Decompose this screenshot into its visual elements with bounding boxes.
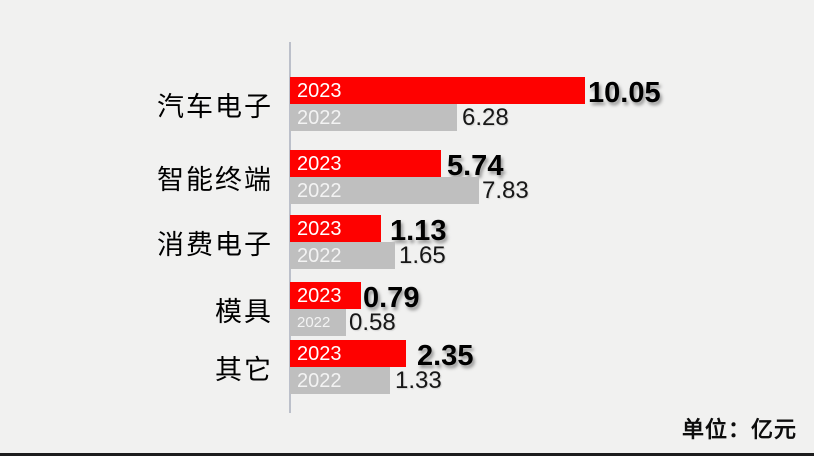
value-label-2022: 0.58 [349, 308, 396, 336]
bar-2023: 2023 [290, 215, 381, 242]
category-label: 其它 [215, 354, 273, 385]
category-label: 汽车电子 [157, 91, 273, 122]
value-label-2023: 10.05 [588, 77, 661, 109]
bar-year-label: 2022 [297, 314, 331, 331]
bar-2022: 2022 [290, 309, 346, 336]
category-label: 智能终端 [157, 164, 273, 195]
bar-year-label: 2023 [297, 152, 342, 175]
category-label: 模具 [215, 296, 273, 327]
bottom-border [0, 453, 814, 456]
bar-2023: 2023 [290, 340, 406, 367]
value-label-2022: 6.28 [462, 103, 509, 131]
bar-2022: 2022 [290, 242, 395, 269]
bar-year-label: 2023 [297, 284, 342, 307]
bar-year-label: 2022 [297, 369, 342, 392]
bar-2022: 2022 [290, 177, 479, 204]
value-label-2022: 1.65 [399, 241, 446, 269]
unit-label: 单位：亿元 [681, 417, 797, 442]
value-label-2023: 2.35 [417, 340, 474, 372]
bar-year-label: 2022 [297, 244, 342, 267]
bar-year-label: 2023 [297, 217, 342, 240]
value-label-2022: 7.83 [482, 176, 529, 204]
value-label-2023: 5.74 [447, 150, 504, 182]
bar-year-label: 2023 [297, 79, 342, 102]
bar-year-label: 2023 [297, 342, 342, 365]
bar-year-label: 2022 [297, 179, 342, 202]
bar-2023: 2023 [290, 77, 585, 104]
category-label: 消费电子 [157, 229, 273, 260]
bar-2022: 2022 [290, 367, 390, 394]
value-label-2022: 1.33 [395, 366, 442, 394]
value-label-2023: 1.13 [390, 215, 447, 247]
bar-2023: 2023 [290, 150, 441, 177]
bar-2023: 2023 [290, 282, 361, 309]
bar-2022: 2022 [290, 104, 457, 131]
value-label-2023: 0.79 [363, 282, 420, 314]
bar-year-label: 2022 [297, 106, 342, 129]
